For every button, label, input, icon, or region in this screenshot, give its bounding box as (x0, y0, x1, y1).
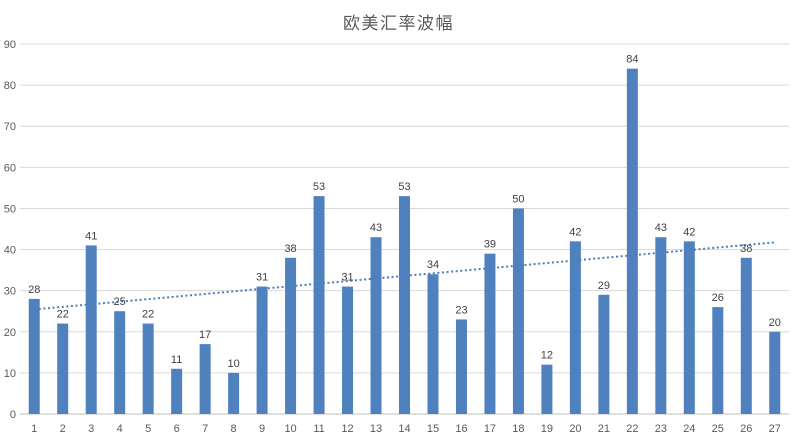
x-axis-tick-label: 12 (341, 423, 353, 435)
y-axis-tick-label: 0 (10, 409, 16, 421)
bar (199, 344, 211, 414)
bar-value-label: 34 (427, 259, 439, 271)
bar-value-label: 43 (370, 222, 382, 234)
x-axis-tick-label: 5 (145, 423, 151, 435)
bar (512, 208, 524, 414)
bar-value-label: 25 (114, 296, 126, 308)
y-axis-labels: 0 10 20 30 40 50 60 70 80 90 (4, 39, 16, 421)
bar (427, 274, 439, 414)
bar (142, 323, 154, 414)
x-axis-tick-label: 9 (259, 423, 265, 435)
y-axis-tick-label: 50 (4, 203, 16, 215)
x-axis-tick-label: 1 (31, 423, 37, 435)
bar-value-label: 17 (199, 329, 211, 341)
y-axis-tick-label: 90 (4, 39, 16, 51)
bars-group (28, 68, 781, 415)
bar-value-label: 22 (57, 309, 69, 321)
bar (598, 294, 610, 414)
x-axis-tick-label: 24 (683, 423, 695, 435)
x-axis-tick-label: 19 (541, 423, 553, 435)
bar (740, 257, 752, 414)
bar-value-label: 38 (740, 243, 752, 255)
bar (256, 286, 268, 414)
y-axis-tick-label: 30 (4, 286, 16, 298)
y-axis-tick-label: 70 (4, 121, 16, 133)
bar (370, 237, 382, 414)
x-axis-labels: 1 2 3 4 5 6 7 8 9 10 11 12 13 14 15 16 17 18 19 20 21 22 23 24 2… (31, 423, 781, 435)
bar (285, 257, 297, 414)
bar (541, 364, 553, 414)
bar (57, 323, 69, 414)
bar (769, 331, 781, 414)
x-axis-tick-label: 25 (712, 423, 724, 435)
bar (683, 241, 695, 414)
y-axis-tick-label: 80 (4, 80, 16, 92)
bar-value-label: 84 (626, 54, 638, 66)
bar (114, 311, 126, 414)
bar (342, 286, 354, 414)
bar (626, 68, 638, 415)
x-axis-tick-label: 11 (313, 423, 324, 435)
x-axis-tick-label: 4 (117, 423, 123, 435)
bar-value-label: 53 (313, 181, 325, 193)
bar (569, 241, 581, 414)
bar (313, 196, 325, 414)
bar (484, 253, 496, 414)
x-axis-tick-label: 14 (398, 423, 410, 435)
bar-value-label: 12 (541, 350, 553, 362)
x-axis-tick-label: 17 (484, 423, 496, 435)
bar (228, 372, 240, 414)
bar-value-label: 20 (769, 317, 781, 329)
bar (399, 196, 410, 414)
bar-value-label: 22 (142, 309, 154, 321)
x-axis-tick-label: 26 (740, 423, 752, 435)
bar-value-labels: 28 22 41 25 22 11 17 10 31 38 53 31 43 53 34 23 39 50 12 42… (28, 54, 781, 370)
bar-value-label: 31 (256, 272, 268, 284)
x-axis-tick-label: 23 (655, 423, 667, 435)
bar (655, 237, 667, 414)
bar-value-label: 11 (171, 354, 182, 366)
bar-value-label: 31 (341, 272, 353, 284)
x-axis-tick-label: 10 (284, 423, 296, 435)
bar-value-label: 29 (598, 280, 610, 292)
x-axis-tick-label: 27 (769, 423, 781, 435)
x-axis-tick-label: 20 (569, 423, 581, 435)
bar (85, 245, 97, 414)
x-axis-tick-label: 21 (598, 423, 610, 435)
bar-value-label: 41 (85, 230, 97, 242)
bar-value-label: 53 (398, 181, 410, 193)
bar (455, 319, 467, 414)
bar (171, 368, 183, 414)
bar-value-label: 43 (655, 222, 667, 234)
bar-value-label: 26 (712, 292, 724, 304)
x-axis-tick-label: 15 (427, 423, 439, 435)
bar-value-label: 50 (512, 193, 524, 205)
bar-value-label: 39 (484, 239, 496, 251)
bar (28, 298, 40, 414)
x-axis-tick-label: 13 (370, 423, 382, 435)
bar-value-label: 38 (284, 243, 296, 255)
bar-value-label: 42 (569, 226, 581, 238)
x-axis-tick-label: 8 (231, 423, 237, 435)
bar (712, 307, 724, 414)
bar-value-label: 10 (227, 358, 239, 370)
x-axis-tick-label: 22 (626, 423, 638, 435)
y-axis-tick-label: 10 (4, 368, 16, 380)
x-axis-tick-label: 3 (88, 423, 94, 435)
y-axis-tick-label: 60 (4, 162, 16, 174)
bar-value-label: 28 (28, 284, 40, 296)
y-axis-tick-label: 20 (4, 327, 16, 339)
x-axis-tick-label: 2 (60, 423, 66, 435)
x-axis-tick-label: 7 (202, 423, 208, 435)
bar-value-label: 42 (683, 226, 695, 238)
x-axis-tick-label: 6 (174, 423, 180, 435)
chart-title: 欧美汇率波幅 (343, 14, 454, 33)
bar-value-label: 23 (455, 304, 467, 316)
x-axis-tick-label: 16 (455, 423, 467, 435)
y-axis-tick-label: 40 (4, 245, 16, 257)
x-axis-tick-label: 18 (512, 423, 524, 435)
